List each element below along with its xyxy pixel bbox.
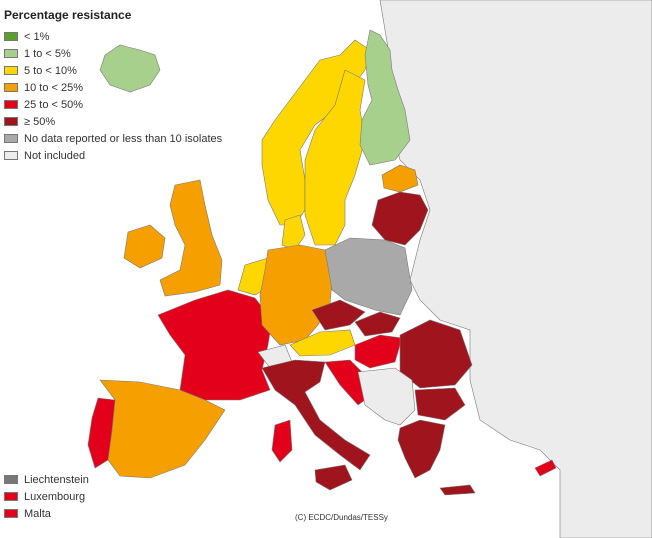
legend-swatch [4,49,18,58]
small-country-label: Malta [24,507,51,520]
country-iceland [99,44,161,93]
country-italy-sardinia [271,419,293,463]
country-ireland [123,224,166,269]
country-latvia-lithuania [371,191,429,246]
legend-label: No data reported or less than 10 isolate… [24,132,223,145]
country-bulgaria [414,387,466,421]
country-united-kingdom [159,179,223,297]
legend-item: Not included [4,147,222,164]
legend-item: ≥ 50% [4,113,222,130]
country-italy [261,359,371,471]
country-poland [324,237,413,316]
legend-item: 1 to < 5% [4,45,222,62]
small-country-swatch [4,492,18,501]
country-czechia [311,299,366,331]
country-france [157,289,273,401]
country-greece-crete [439,484,476,496]
legend-item: < 1% [4,28,222,45]
small-country-item: Luxembourg [4,488,89,505]
legend-swatch [4,100,18,109]
legend-swatch [4,134,18,143]
country-cyprus [534,459,557,477]
legend-label: 25 to < 50% [24,98,84,111]
small-country-swatch [4,475,18,484]
country-denmark [281,214,306,251]
country-slovakia [354,311,401,337]
legend-label: < 1% [24,30,50,43]
country-portugal [87,397,116,469]
legend-label: 5 to < 10% [24,64,77,77]
legend-label: ≥ 50% [24,115,56,128]
small-country-label: Liechtenstein [24,473,89,486]
balkans-not-included [357,367,416,426]
legend-swatch [4,66,18,75]
legend-item: 25 to < 50% [4,96,222,113]
country-greece [397,419,446,479]
legend-title: Percentage resistance [4,8,132,22]
legend-swatch [4,117,18,126]
country-italy-sicily [314,464,353,491]
small-country-label: Luxembourg [24,490,86,503]
country-romania [399,319,473,389]
small-country-swatch [4,509,18,518]
legend-label: 1 to < 5% [24,47,71,60]
small-country-item: Liechtenstein [4,471,89,488]
country-finland [359,29,411,166]
country-estonia [381,164,419,193]
legend-swatch [4,151,18,160]
country-germany [259,244,333,346]
legend-item: 5 to < 10% [4,62,222,79]
map-legend: Percentage resistance < 1% 1 to < 5% 5 to … [4,8,222,164]
small-countries-legend: Liechtenstein Luxembourg Malta [4,471,89,522]
eastern-europe-landmass [379,0,652,538]
legend-item: 10 to < 25% [4,79,222,96]
credit-text: (C) ECDC/Dundas/TESSy [295,513,388,522]
legend-item: No data reported or less than 10 isolate… [4,130,222,147]
country-hungary [354,334,403,369]
legend-swatch [4,32,18,41]
legend-label: 10 to < 25% [24,81,84,94]
legend-label: Not included [24,149,86,162]
small-country-item: Malta [4,505,89,522]
legend-swatch [4,83,18,92]
